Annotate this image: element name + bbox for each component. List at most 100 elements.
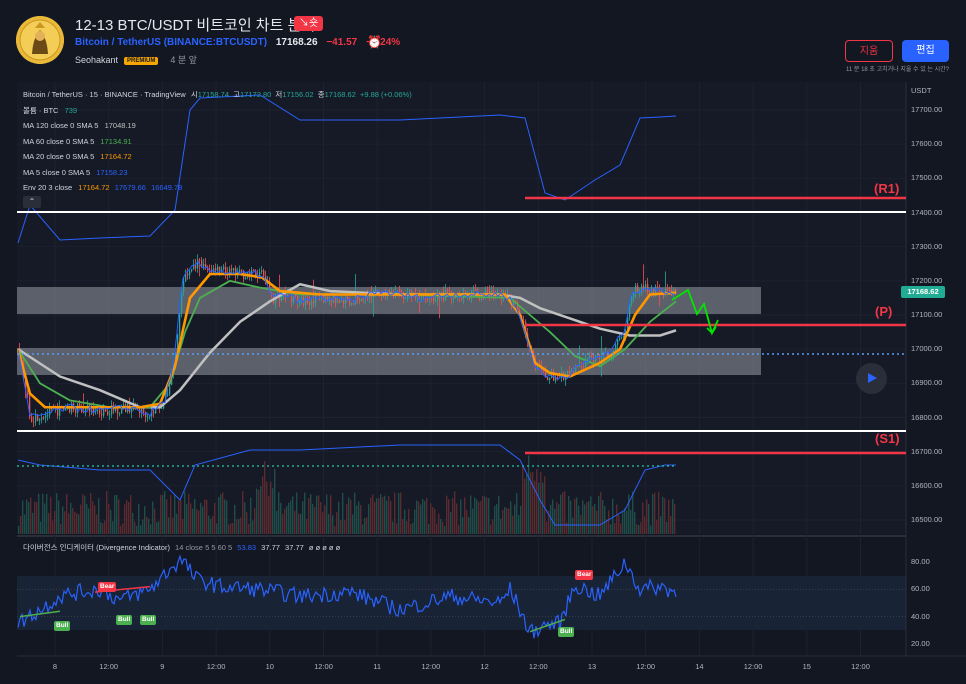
volume-bar — [308, 498, 310, 534]
volume-bar — [628, 494, 630, 534]
candle-body — [523, 321, 525, 323]
candle-body — [353, 303, 355, 305]
candle-body — [37, 414, 39, 422]
volume-bar — [208, 515, 210, 534]
candle-body — [261, 270, 263, 273]
last-price-tag: 17168.62 — [901, 286, 945, 298]
delete-button[interactable]: 지움 — [845, 40, 893, 62]
time-tick-label: 12:00 — [851, 662, 870, 671]
volume-bar — [388, 495, 390, 534]
volume-bar — [378, 497, 380, 534]
candle-body — [51, 408, 53, 410]
candle-body — [641, 285, 643, 293]
candle-body — [115, 407, 117, 411]
candle-body — [293, 294, 295, 303]
volume-bar — [278, 492, 280, 534]
divergence-tick-label: 20.00 — [911, 639, 930, 648]
legend-low: 17156.02 — [282, 90, 314, 99]
candle-body — [69, 407, 71, 413]
price-tick-label: 17600.00 — [911, 139, 943, 149]
candle-body — [177, 334, 179, 355]
divergence-line — [17, 554, 677, 639]
volume-bar — [140, 525, 142, 534]
candle-body — [233, 268, 235, 271]
volume-bar — [470, 495, 472, 534]
candle-body — [461, 298, 463, 300]
volume-bar — [486, 497, 488, 534]
volume-bar — [50, 496, 52, 534]
time-tick-label: 12:00 — [743, 662, 763, 671]
time-tick-label: 12:00 — [314, 662, 333, 671]
legend-ma5: MA 5 close 0 SMA 5 17158.23 — [23, 168, 128, 177]
volume-bar — [320, 501, 322, 534]
candle-body — [405, 298, 407, 299]
volume-bar — [440, 518, 442, 534]
volume-bar — [40, 521, 42, 534]
volume-bar — [538, 482, 540, 534]
volume-bar — [496, 504, 498, 534]
play-replay-button[interactable] — [856, 363, 887, 394]
price-tick-label: 17300.00 — [911, 241, 943, 251]
price-change: −41.57 — [326, 37, 358, 48]
bull-tag: Bull — [558, 627, 575, 637]
candle-body — [551, 371, 553, 379]
volume-bar — [654, 492, 656, 534]
volume-bar — [608, 510, 610, 534]
candle-body — [617, 340, 619, 345]
candle-body — [47, 414, 49, 416]
divergence-tick-label: 60.00 — [911, 584, 930, 594]
candle-body — [205, 263, 207, 268]
candle-body — [83, 411, 85, 413]
candle-body — [151, 411, 153, 417]
volume-bar — [264, 461, 266, 534]
candle-body — [147, 417, 149, 418]
candle-body — [357, 294, 359, 300]
price-tick-label: 16900.00 — [911, 378, 943, 388]
candle-body — [651, 288, 653, 294]
volume-bar — [156, 522, 158, 534]
volume-bar — [434, 508, 436, 534]
volume-bar — [62, 506, 64, 534]
candle-body — [595, 356, 597, 363]
legend-close: 17168.62 — [324, 90, 356, 99]
volume-bar — [294, 510, 296, 534]
candle-body — [65, 409, 67, 411]
volume-bar — [134, 521, 136, 534]
volume-bar — [592, 506, 594, 534]
candle-body — [221, 269, 223, 271]
candle-body — [585, 359, 587, 368]
candle-body — [239, 269, 241, 273]
volume-bar — [56, 493, 58, 534]
candle-body — [105, 408, 107, 412]
alarm-clock-icon[interactable]: ⏰ — [367, 35, 382, 49]
volume-bar — [34, 501, 36, 534]
candle-body — [657, 286, 659, 288]
volume-bar — [314, 507, 316, 534]
volume-bar — [614, 523, 616, 534]
volume-bar — [118, 499, 120, 534]
symbol-exchange[interactable]: (BINANCE:BTCUSDT) — [163, 37, 268, 48]
volume-bar — [522, 466, 524, 534]
candle-body — [249, 272, 251, 276]
volume-bar — [54, 511, 56, 534]
volume-bar — [450, 511, 452, 534]
volume-bar — [516, 493, 518, 534]
volume-bar — [652, 494, 654, 534]
volume-bar — [462, 517, 464, 534]
volume-bar — [448, 499, 450, 534]
volume-bar — [306, 518, 308, 534]
symbol-name[interactable]: Bitcoin / TetherUS — [75, 37, 161, 48]
candle-body — [259, 272, 261, 279]
support-zone — [17, 348, 761, 375]
legend-collapse-button[interactable]: ⌃ — [23, 196, 41, 208]
volume-bar — [268, 495, 270, 534]
volume-bar — [236, 519, 238, 534]
volume-bar — [152, 501, 154, 534]
candle-body — [665, 288, 667, 296]
avatar[interactable] — [16, 16, 64, 64]
candle-body — [183, 281, 185, 292]
volume-bar — [142, 519, 144, 534]
edit-button[interactable]: 편집 — [902, 40, 949, 62]
author-name[interactable]: Seohakant — [75, 55, 119, 65]
